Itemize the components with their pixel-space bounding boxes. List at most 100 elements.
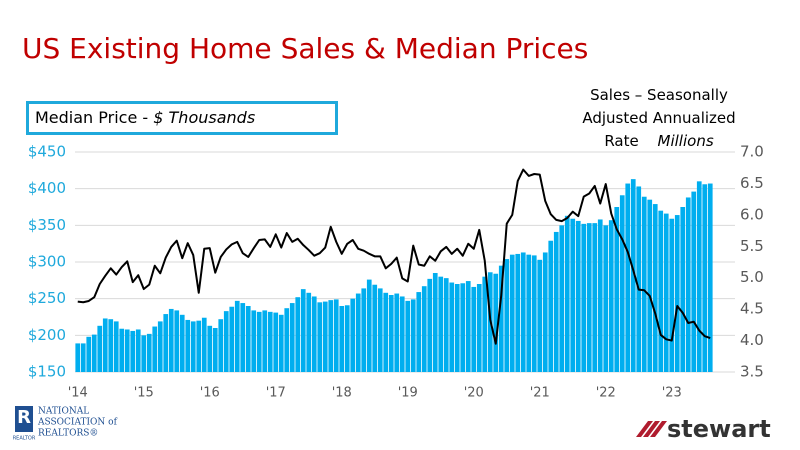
bar [157,321,163,372]
bar [630,179,636,372]
bar [201,317,207,372]
y2-tick-label: 6.5 [740,174,764,192]
bar [427,278,433,372]
y-tick-label: $300 [28,253,66,271]
nar-logo-r: R [17,407,31,428]
bar [575,220,581,372]
bar [372,284,378,372]
x-tick-label: '17 [266,386,286,401]
bar [465,281,471,372]
bar [80,343,86,372]
bar [102,318,108,372]
y2-tick-label: 5.0 [740,268,764,286]
nar-logo-mark [15,406,33,432]
bar [416,292,422,372]
bar [152,326,158,372]
bar [328,300,334,372]
x-tick-label: '14 [68,386,88,401]
bar [190,321,196,372]
bar [278,314,284,372]
bar [141,335,147,372]
bar [636,186,642,372]
bar [108,319,114,372]
grid [75,151,735,373]
bar [91,334,97,372]
bar [564,215,570,372]
nar-line: REALTORS® [38,429,98,439]
bar [174,310,180,372]
bar [537,259,543,372]
bar [520,252,526,372]
bar [647,199,653,372]
bar [597,219,603,372]
bar [482,276,488,372]
y2-tick-label: 7.0 [740,143,764,161]
bar [608,220,614,372]
bar [350,298,356,372]
bar [251,310,257,372]
bar [185,319,191,372]
bar [240,303,246,372]
bar [97,325,103,372]
bar [592,223,598,372]
bar [273,312,279,372]
bar [707,183,713,372]
bar [344,305,350,372]
bar [124,329,130,372]
nar-line: ASSOCIATION of [37,418,118,428]
y-tick-label: $150 [28,363,66,381]
bar [625,183,631,372]
bar [405,300,411,372]
bar [663,213,669,372]
bar [234,300,240,372]
bar [113,321,119,372]
bar [531,255,537,372]
bar [377,288,383,372]
bar [476,284,482,372]
bar [619,195,625,372]
bar [339,306,345,372]
bar [383,292,389,372]
bar [322,301,328,372]
y-label-text: Median Price - [35,108,149,127]
bar [559,225,565,372]
bar [680,207,686,372]
bar [581,223,587,372]
bar [586,223,592,372]
bar [614,207,620,372]
bar [317,302,323,372]
bar [652,204,658,372]
bar [696,181,702,372]
y-tick-label: $450 [28,143,66,161]
bar [432,273,438,372]
x-tick-label: '23 [662,386,682,401]
bar [669,218,675,372]
bar [135,329,141,372]
sales-line [77,168,711,345]
chart-title: US Existing Home Sales & Median Prices [22,32,589,65]
bar [570,218,576,372]
y2-axis-label: Sales – Seasonally Adjusted Annualized R… [574,84,744,153]
bar [361,288,367,372]
lines [77,168,711,345]
bar [603,225,609,372]
bar [553,231,559,372]
bar [245,306,251,372]
bar [674,215,680,372]
bar [471,286,477,372]
bar [229,306,235,372]
bars [75,179,713,372]
bar [443,278,449,372]
bar [284,308,290,372]
y2-label-text: Sales – Seasonally Adjusted Annualized R… [582,86,736,150]
bar [218,319,224,372]
bar [493,273,499,372]
bar [366,279,372,372]
y-tick-label: $250 [28,289,66,307]
bar [515,253,521,372]
bar [86,336,92,372]
y2-label-unit: Millions [657,132,714,150]
bar [119,328,125,372]
